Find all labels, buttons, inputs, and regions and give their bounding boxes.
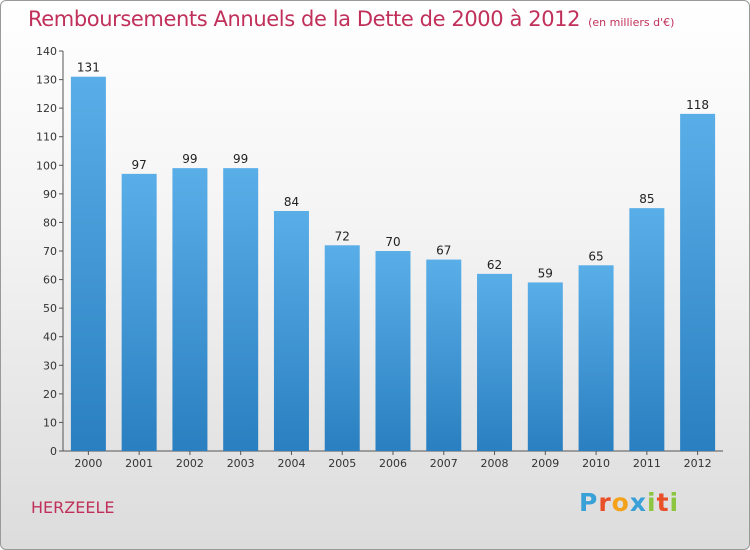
bar-2011 (629, 208, 665, 451)
chart-bars: 131 97 99 99 84 72 70 67 62 59 65 85 118 (70, 61, 716, 451)
y-tick-label: 70 (43, 245, 57, 258)
x-tick-label-2009: 2009 (531, 457, 559, 470)
bar-2002 (172, 168, 208, 451)
x-tick-label-2004: 2004 (277, 457, 305, 470)
bar-2006 (375, 251, 411, 451)
city-name: HERZEELE (31, 498, 115, 517)
data-label-2007: 67 (436, 244, 451, 258)
data-label-2011: 85 (639, 192, 654, 206)
bar-2009 (527, 282, 563, 451)
x-tick-label-2007: 2007 (430, 457, 458, 470)
chart-title: Remboursements Annuels de la Dette de 20… (28, 7, 674, 31)
logo-letter: t (656, 488, 670, 517)
bar-2005 (324, 245, 360, 451)
bar-2000 (70, 76, 106, 451)
chart-title-text: Remboursements Annuels de la Dette de 20… (28, 7, 581, 31)
data-label-2001: 97 (132, 158, 147, 172)
bar-2004 (273, 211, 309, 451)
y-tick-label: 90 (43, 188, 57, 201)
x-tick-label-2008: 2008 (481, 457, 509, 470)
x-tick-label-2005: 2005 (328, 457, 356, 470)
data-label-2012: 118 (686, 98, 709, 112)
data-label-2009: 59 (538, 266, 553, 280)
y-tick-label: 40 (43, 331, 57, 344)
bar-2001 (121, 173, 157, 451)
proxiti-logo[interactable]: Proxiti (579, 488, 679, 517)
y-tick-label: 10 (43, 416, 57, 429)
y-tick-label: 50 (43, 302, 57, 315)
bar-2008 (477, 273, 513, 451)
y-tick-label: 20 (43, 388, 57, 401)
data-label-2003: 99 (233, 152, 248, 166)
x-tick-label-2003: 2003 (227, 457, 255, 470)
y-tick-label: 130 (36, 74, 57, 87)
y-tick-label: 100 (36, 159, 57, 172)
data-label-2002: 99 (182, 152, 197, 166)
x-tick-label-2012: 2012 (684, 457, 712, 470)
y-tick-label: 80 (43, 216, 57, 229)
y-tick-label: 110 (36, 131, 57, 144)
data-label-2008: 62 (487, 258, 502, 272)
y-tick-label: 30 (43, 359, 57, 372)
y-tick-label: 120 (36, 102, 57, 115)
data-label-2004: 84 (284, 195, 299, 209)
y-tick-label: 60 (43, 274, 57, 287)
data-label-2005: 72 (335, 229, 350, 243)
logo-letter: x (629, 488, 647, 517)
data-label-2000: 131 (77, 61, 100, 75)
x-tick-label-2010: 2010 (582, 457, 610, 470)
bar-2003 (223, 168, 259, 451)
logo-letter: r (598, 488, 612, 517)
logo-letter: i (669, 488, 680, 517)
x-tick-label-2000: 2000 (74, 457, 102, 470)
y-tick-label: 0 (50, 445, 57, 458)
bar-2010 (578, 265, 614, 451)
logo-letter: i (647, 488, 657, 517)
x-tick-label-2006: 2006 (379, 457, 407, 470)
y-tick-label: 140 (36, 45, 57, 58)
x-tick-label-2001: 2001 (125, 457, 153, 470)
chart-axes: 0 10 20 30 40 50 60 70 80 90 100 110 120 130 140 2000 20… (36, 45, 723, 470)
x-tick-label-2011: 2011 (633, 457, 661, 470)
chart-subtitle: (en milliers d'€) (588, 16, 675, 29)
data-label-2006: 70 (385, 235, 400, 249)
logo-letter: o (611, 488, 630, 517)
data-label-2010: 65 (588, 249, 603, 263)
bar-2007 (426, 259, 462, 451)
x-tick-label-2002: 2002 (176, 457, 204, 470)
bar-2012 (680, 113, 716, 451)
logo-letter: P (579, 488, 599, 517)
